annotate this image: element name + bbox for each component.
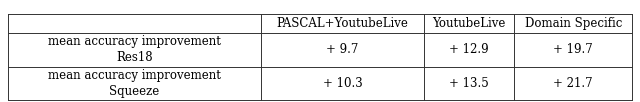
Text: + 12.9: + 12.9 — [449, 43, 489, 57]
Text: + 19.7: + 19.7 — [554, 43, 593, 57]
Text: YoutubeLive: YoutubeLive — [433, 17, 506, 30]
Text: Domain Specific: Domain Specific — [525, 17, 622, 30]
Text: mean accuracy improvement
Res18: mean accuracy improvement Res18 — [48, 35, 221, 64]
Text: + 9.7: + 9.7 — [326, 43, 359, 57]
Text: + 10.3: + 10.3 — [323, 77, 362, 90]
Text: + 21.7: + 21.7 — [554, 77, 593, 90]
Text: PASCAL+YoutubeLive: PASCAL+YoutubeLive — [276, 17, 408, 30]
Text: mean accuracy improvement
Squeeze: mean accuracy improvement Squeeze — [48, 69, 221, 98]
Text: + 13.5: + 13.5 — [449, 77, 489, 90]
